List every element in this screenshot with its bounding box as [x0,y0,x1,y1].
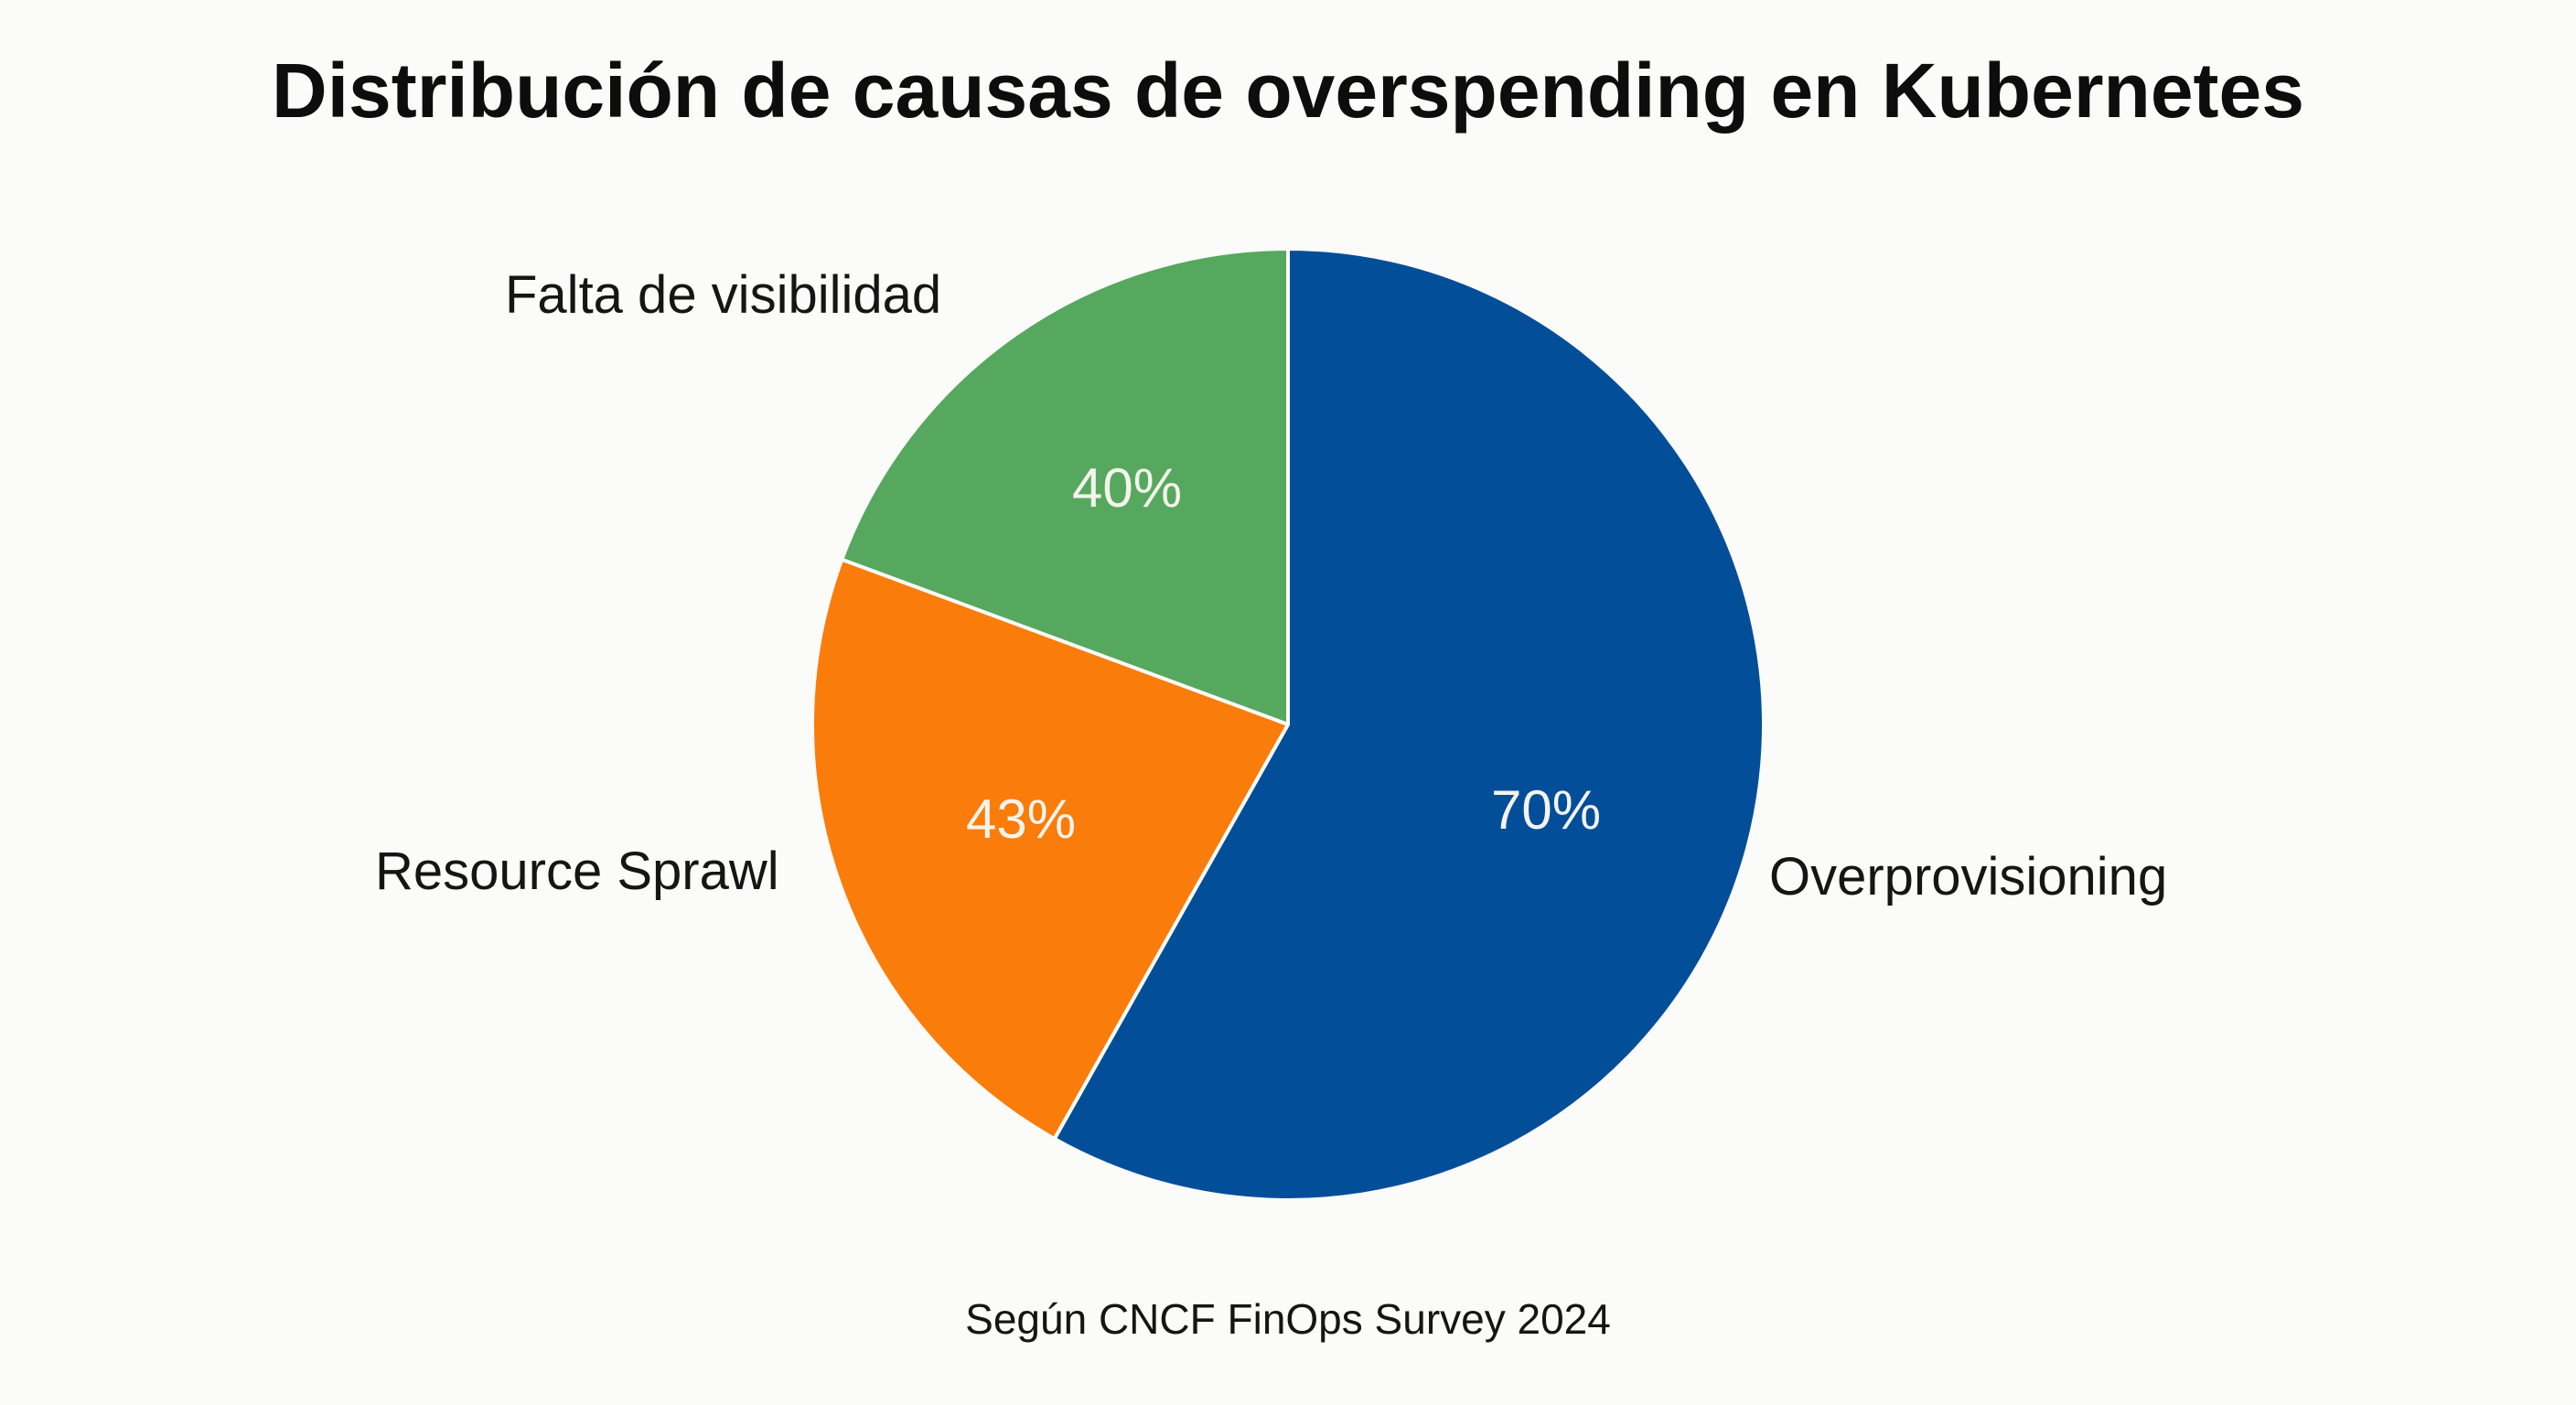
slice-resource-sprawl[interactable] [810,557,1290,1141]
category-label-overprovisioning: Overprovisioning [1769,847,2168,906]
category-label-resource-sprawl: Resource Sprawl [375,842,779,901]
source-note: Según CNCF FinOps Survey 2024 [965,1295,1611,1343]
category-label-falta-de-visibilidad: Falta de visibilidad [505,265,942,325]
slice-falta-de-visibilidad[interactable] [840,247,1290,726]
chart-title: Distribución de causas de overspending e… [272,48,2304,134]
slice-value-label-overprovisioning: 70% [1490,779,1602,841]
slice-overprovisioning[interactable] [1052,247,1766,1202]
slice-value-label-falta-de-visibilidad: 40% [1071,457,1183,519]
slice-value-label-resource-sprawl: 43% [965,788,1077,850]
